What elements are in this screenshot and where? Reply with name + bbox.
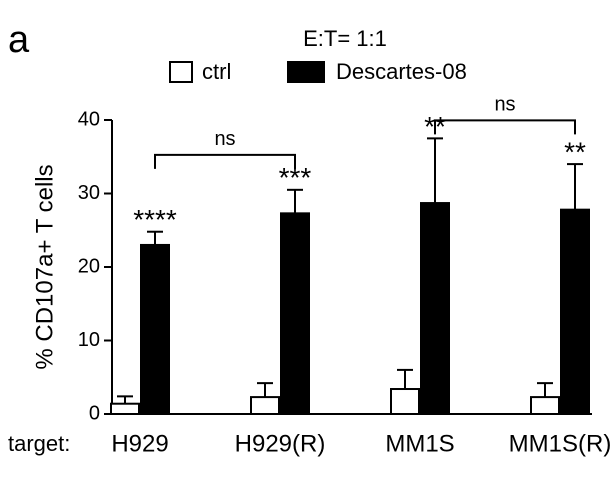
y-axis-label: % CD107a+ T cells bbox=[31, 164, 58, 369]
bar bbox=[280, 212, 310, 415]
x-tick-label: H929(R) bbox=[235, 430, 326, 457]
legend-swatch bbox=[287, 61, 325, 83]
legend-swatch bbox=[169, 61, 193, 83]
comparison-label: ns bbox=[214, 128, 235, 150]
y-tick-label: 10 bbox=[78, 329, 100, 351]
panel-label: a bbox=[8, 19, 30, 61]
bar bbox=[560, 208, 590, 415]
y-tick-label: 20 bbox=[78, 255, 100, 277]
y-tick-label: 0 bbox=[89, 402, 100, 424]
legend-label: ctrl bbox=[202, 59, 231, 84]
bar bbox=[420, 202, 450, 415]
x-tick-label: MM1S bbox=[385, 430, 454, 457]
comparison-bracket bbox=[154, 153, 296, 169]
y-tick-label: 40 bbox=[78, 108, 100, 130]
significance-label: **** bbox=[133, 204, 177, 235]
significance-label: ** bbox=[564, 136, 586, 167]
bar bbox=[110, 402, 140, 415]
x-tick-label: H929 bbox=[111, 430, 168, 457]
bar bbox=[140, 243, 170, 415]
bar bbox=[530, 396, 560, 416]
comparison-label: ns bbox=[494, 94, 515, 116]
chart-title: E:T= 1:1 bbox=[303, 26, 387, 51]
bar bbox=[250, 396, 280, 416]
comparison-bracket bbox=[434, 119, 576, 135]
x-axis-label: target: bbox=[8, 431, 70, 456]
y-tick-label: 30 bbox=[78, 182, 100, 204]
x-tick-label: MM1S(R) bbox=[509, 430, 612, 457]
legend-label: Descartes-08 bbox=[336, 59, 467, 84]
bar bbox=[390, 388, 420, 416]
